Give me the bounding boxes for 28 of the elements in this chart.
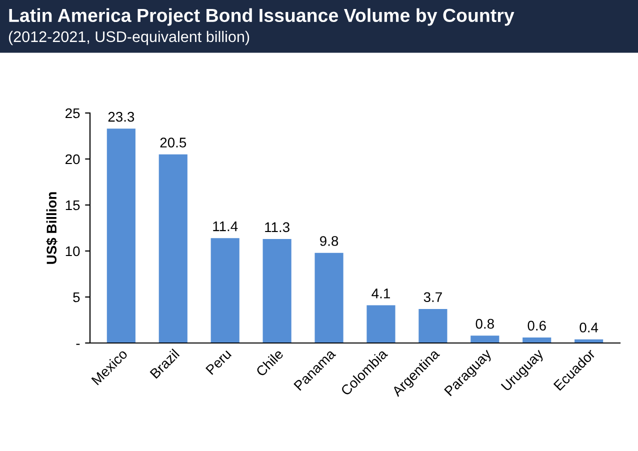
bar — [262, 239, 292, 343]
bar — [522, 337, 552, 343]
y-tick-label: 20 — [66, 154, 80, 164]
data-label: 0.4 — [580, 322, 598, 332]
bar — [210, 238, 240, 343]
y-tick-label: 25 — [66, 108, 80, 118]
bar — [106, 128, 136, 343]
bar — [314, 252, 344, 343]
data-label: 23.3 — [108, 112, 134, 122]
bar — [470, 336, 500, 343]
data-label: 9.8 — [320, 236, 338, 246]
bar — [418, 308, 448, 343]
y-axis-title: US$ Billion — [46, 192, 58, 264]
data-label: 3.7 — [424, 292, 442, 302]
y-tick-label: 15 — [66, 200, 80, 210]
y-tick-label: - — [76, 344, 80, 345]
bar — [158, 154, 188, 343]
data-label: 11.3 — [265, 222, 290, 232]
data-label: 0.6 — [528, 320, 546, 331]
data-label: 4.1 — [372, 288, 390, 298]
bar — [366, 305, 396, 343]
data-label: 20.5 — [160, 138, 186, 148]
y-tick-label: 10 — [66, 246, 80, 256]
chart-title: Latin America Project Bond Issuance Volume by Country — [9, 8, 514, 26]
data-label: 0.8 — [476, 318, 494, 329]
chart-subtitle: (2012-2021, USD-equivalent billion) — [8, 30, 250, 46]
y-tick-label: 5 — [73, 292, 80, 302]
data-label: 11.4 — [213, 222, 238, 232]
